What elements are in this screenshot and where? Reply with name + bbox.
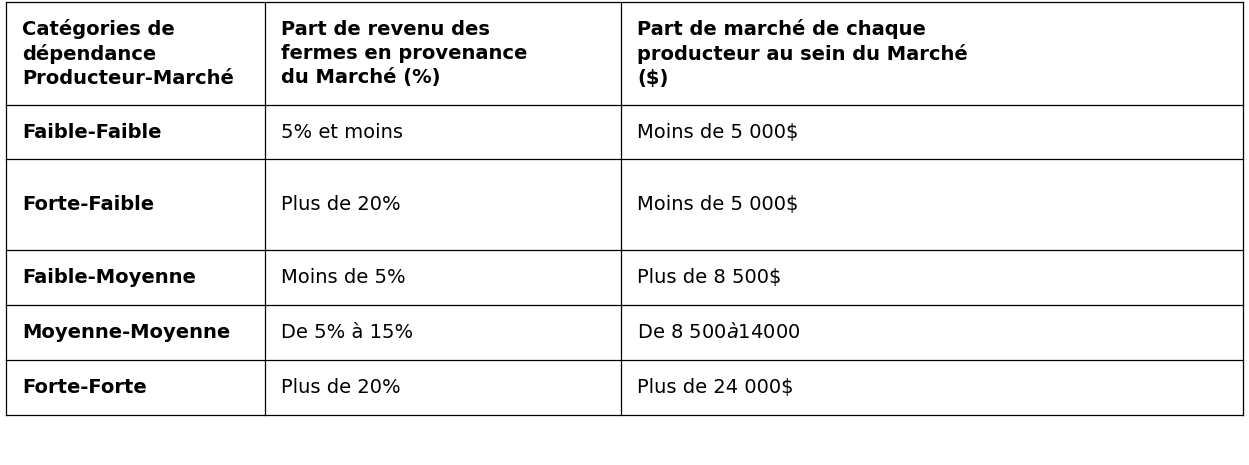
- Text: Part de revenu des
fermes en provenance
du Marché (%): Part de revenu des fermes en provenance …: [281, 20, 527, 87]
- Text: Plus de 8 500$: Plus de 8 500$: [637, 268, 782, 287]
- Text: Plus de 24 000$: Plus de 24 000$: [637, 378, 793, 397]
- Text: Faible-Faible: Faible-Faible: [22, 123, 162, 141]
- Text: Moins de 5 000$: Moins de 5 000$: [637, 123, 798, 141]
- Text: Moins de 5%: Moins de 5%: [281, 268, 406, 287]
- Text: Forte-Faible: Forte-Faible: [22, 195, 155, 214]
- Text: Catégories de
dépendance
Producteur-Marché: Catégories de dépendance Producteur-Marc…: [22, 19, 235, 88]
- Text: De 5% à 15%: De 5% à 15%: [281, 323, 413, 342]
- Text: De 8 500$ à 14 000$: De 8 500$ à 14 000$: [637, 322, 801, 343]
- Text: Part de marché de chaque
producteur au sein du Marché
($): Part de marché de chaque producteur au s…: [637, 19, 968, 88]
- Text: Forte-Forte: Forte-Forte: [22, 378, 147, 397]
- Text: Plus de 20%: Plus de 20%: [281, 378, 401, 397]
- Text: 5% et moins: 5% et moins: [281, 123, 403, 141]
- Text: Moyenne-Moyenne: Moyenne-Moyenne: [22, 323, 231, 342]
- Text: Plus de 20%: Plus de 20%: [281, 195, 401, 214]
- Text: Moins de 5 000$: Moins de 5 000$: [637, 195, 798, 214]
- Text: Faible-Moyenne: Faible-Moyenne: [22, 268, 196, 287]
